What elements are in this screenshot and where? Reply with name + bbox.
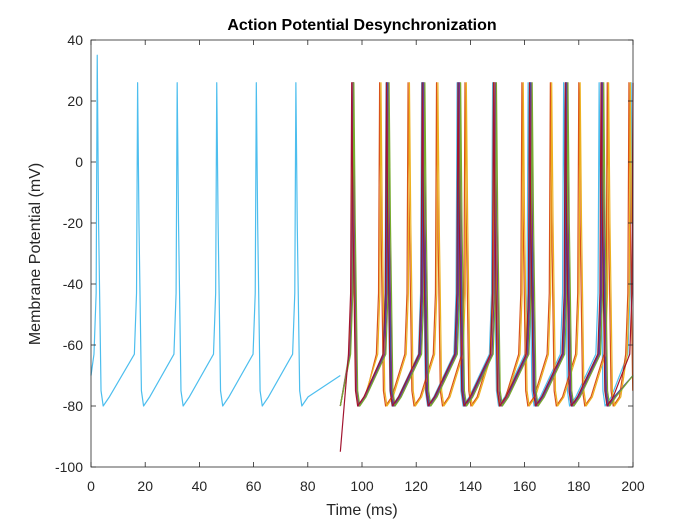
x-tick-label: 60 bbox=[246, 478, 262, 494]
y-axis-label: Membrane Potential (mV) bbox=[27, 163, 44, 345]
y-tick-label: 40 bbox=[67, 32, 83, 48]
ticks-layer: 0 20 40 60 80 100 120 140 160 180 200-100-80-60-40… bbox=[55, 32, 645, 494]
x-tick-label: 180 bbox=[567, 478, 591, 494]
series-line-2 bbox=[339, 82, 634, 407]
y-tick-label: 20 bbox=[67, 93, 83, 109]
x-tick-label: 100 bbox=[350, 478, 374, 494]
x-tick-label: 120 bbox=[405, 478, 429, 494]
x-tick-label: 0 bbox=[87, 478, 95, 494]
x-tick-label: 160 bbox=[513, 478, 537, 494]
y-tick-label: -40 bbox=[63, 276, 83, 292]
y-tick-label: -80 bbox=[63, 398, 83, 414]
y-tick-label: 0 bbox=[75, 154, 83, 170]
x-tick-label: 200 bbox=[621, 478, 645, 494]
x-tick-label: 80 bbox=[300, 478, 316, 494]
x-tick-label: 140 bbox=[459, 478, 483, 494]
series-line-7 bbox=[339, 82, 634, 452]
x-tick-label: 20 bbox=[137, 478, 153, 494]
series-layer bbox=[90, 54, 634, 452]
x-tick-label: 40 bbox=[192, 478, 208, 494]
series-line-6 bbox=[339, 82, 634, 407]
y-tick-label: -20 bbox=[63, 215, 83, 231]
y-tick-label: -100 bbox=[55, 459, 83, 475]
chart-title: Action Potential Desynchronization bbox=[227, 17, 496, 34]
series-line-0 bbox=[90, 54, 341, 407]
x-axis-label: Time (ms) bbox=[326, 502, 397, 519]
y-tick-label: -60 bbox=[63, 337, 83, 353]
